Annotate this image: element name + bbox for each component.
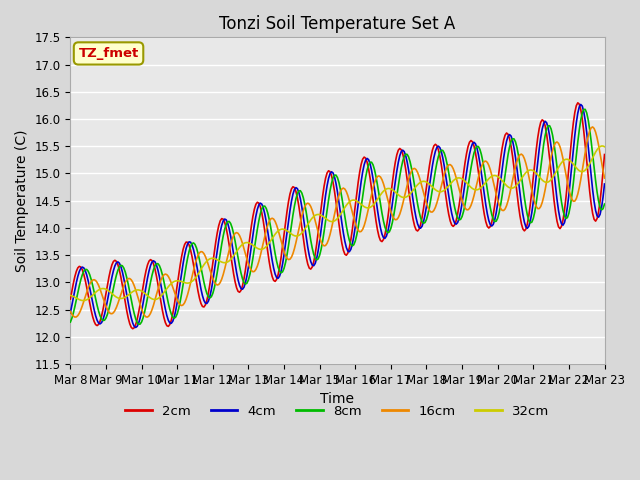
Legend: 2cm, 4cm, 8cm, 16cm, 32cm: 2cm, 4cm, 8cm, 16cm, 32cm [120, 399, 555, 423]
Text: TZ_fmet: TZ_fmet [79, 47, 139, 60]
Title: Tonzi Soil Temperature Set A: Tonzi Soil Temperature Set A [220, 15, 456, 33]
X-axis label: Time: Time [321, 392, 355, 407]
Y-axis label: Soil Temperature (C): Soil Temperature (C) [15, 130, 29, 272]
